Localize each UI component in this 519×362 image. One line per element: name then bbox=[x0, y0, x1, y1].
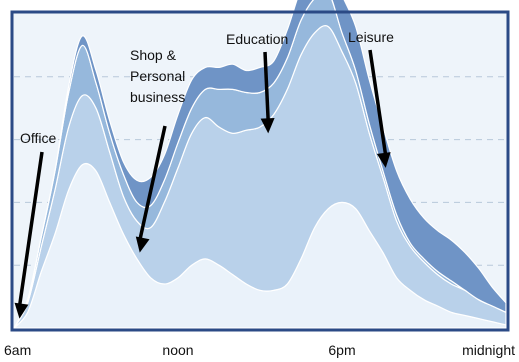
annotation-shop-personal-business-line-2: business bbox=[130, 89, 185, 105]
arrow-education-head bbox=[260, 118, 275, 134]
area-leisure bbox=[13, 0, 507, 329]
annotation-shop-personal-business-line-0: Shop & bbox=[130, 47, 177, 63]
annotation-education-line-0: Education bbox=[226, 31, 288, 47]
annotations: Office Shop & Personal business Education Lei… bbox=[20, 29, 394, 146]
arrow-shop-personal-business-shaft bbox=[138, 125, 167, 242]
annotation-leisure: Leisure bbox=[348, 29, 394, 45]
area-series bbox=[12, 0, 507, 329]
arrow-office-shaft bbox=[17, 151, 44, 307]
x-tick-label-6pm: 6pm bbox=[328, 342, 355, 358]
x-tick-label-midnight: midnight bbox=[462, 342, 515, 358]
arrow-leisure-head bbox=[376, 152, 391, 168]
x-axis-ticks: 6am noon 6pm midnight bbox=[4, 342, 515, 358]
plot-frame bbox=[10, 10, 510, 332]
arrow-leisure-shaft bbox=[368, 49, 388, 157]
annotation-arrows bbox=[14, 49, 391, 319]
arrow-education-shaft bbox=[263, 51, 270, 122]
annotation-leisure-line-0: Leisure bbox=[348, 29, 394, 45]
arrow-office-head bbox=[14, 302, 29, 319]
annotation-education: Education bbox=[226, 31, 288, 47]
annotation-office-line-0: Office bbox=[20, 130, 57, 146]
arrow-shop-personal-business-head bbox=[135, 236, 150, 253]
annotation-shop-personal-business-line-1: Personal bbox=[130, 68, 185, 84]
x-tick-label-6am: 6am bbox=[4, 342, 31, 358]
annotation-shop-personal-business: Shop & Personal business bbox=[130, 47, 185, 105]
annotation-office: Office bbox=[20, 130, 57, 146]
x-tick-label-noon: noon bbox=[162, 342, 193, 358]
